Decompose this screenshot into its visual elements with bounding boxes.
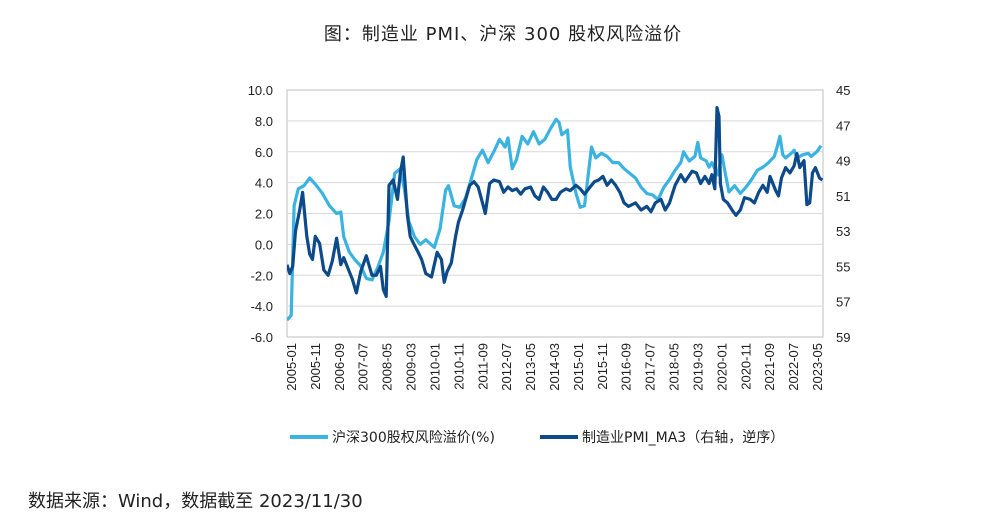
x-tick-label: 2023-05: [810, 343, 825, 391]
x-tick-label: 2007-07: [356, 343, 371, 391]
legend: 沪深300股权风险溢价(%) 制造业PMI_MA3（右轴，逆序）: [290, 430, 784, 446]
right-tick-label: 45: [836, 83, 850, 98]
x-tick-label: 2015-11: [595, 343, 610, 390]
grid-lines: [287, 120, 823, 307]
chart-title: 图：制造业 PMI、沪深 300 股权风险溢价: [323, 24, 683, 45]
legend-label-pmi: 制造业PMI_MA3（右轴，逆序）: [582, 430, 784, 446]
x-tick-label: 2012-07: [499, 343, 514, 391]
series-layer: [287, 106, 823, 322]
x-tick-label: 2015-01: [571, 343, 586, 391]
x-tick-label: 2013-05: [523, 343, 538, 391]
left-axis: 10.0 8.0 6.0 4.0 2.0 0.0 -2.0 -4.0 -6.0: [248, 83, 273, 345]
right-axis: 45 47 49 51 53 55 57 59: [836, 83, 850, 345]
x-tick-label: 2008-05: [380, 343, 395, 391]
x-tick-label: 2021-09: [762, 343, 777, 391]
x-tick-label: 2018-05: [667, 343, 682, 391]
left-tick-label: 10.0: [248, 83, 273, 98]
right-tick-label: 59: [836, 330, 850, 345]
right-tick-label: 51: [836, 189, 850, 204]
x-axis: 2005-01 2005-11 2006-09 2007-07 2008-05 2009-…: [284, 343, 825, 391]
x-tick-label: 2017-07: [643, 343, 658, 391]
x-tick-label: 2010-11: [451, 343, 466, 390]
right-tick-label: 47: [836, 118, 850, 133]
x-tick-label: 2005-01: [284, 343, 299, 391]
series-line-equity-premium: [287, 117, 823, 322]
legend-label-equity-premium: 沪深300股权风险溢价(%): [332, 430, 495, 446]
x-tick-label: 2009-03: [404, 343, 419, 391]
x-tick-label: 2010-01: [427, 343, 442, 391]
left-tick-label: 4.0: [255, 176, 273, 191]
x-tick-label: 2022-07: [786, 343, 801, 391]
x-tick-label: 2011-09: [475, 343, 490, 390]
right-tick-label: 49: [836, 154, 850, 169]
x-tick-label: 2020-11: [738, 343, 753, 390]
source-note: 数据来源：Wind，数据截至 2023/11/30: [28, 491, 363, 512]
left-tick-label: 8.0: [255, 114, 273, 129]
left-tick-label: 2.0: [255, 207, 273, 222]
x-tick-label: 2005-11: [308, 343, 323, 390]
left-tick-label: -6.0: [251, 330, 273, 345]
x-tick-label: 2006-09: [332, 343, 347, 391]
x-tick-label: 2020-01: [714, 343, 729, 391]
x-tick-label: 2016-09: [619, 343, 634, 391]
right-tick-label: 57: [836, 295, 850, 310]
x-tick-label: 2014-03: [547, 343, 562, 391]
left-tick-label: -4.0: [251, 299, 273, 314]
left-tick-label: 6.0: [255, 145, 273, 160]
left-tick-label: -2.0: [251, 268, 273, 283]
left-tick-label: 0.0: [255, 237, 273, 252]
x-tick-label: 2019-03: [690, 343, 705, 391]
right-tick-label: 55: [836, 259, 850, 274]
right-tick-label: 53: [836, 224, 850, 239]
series-line-pmi: [287, 106, 823, 298]
